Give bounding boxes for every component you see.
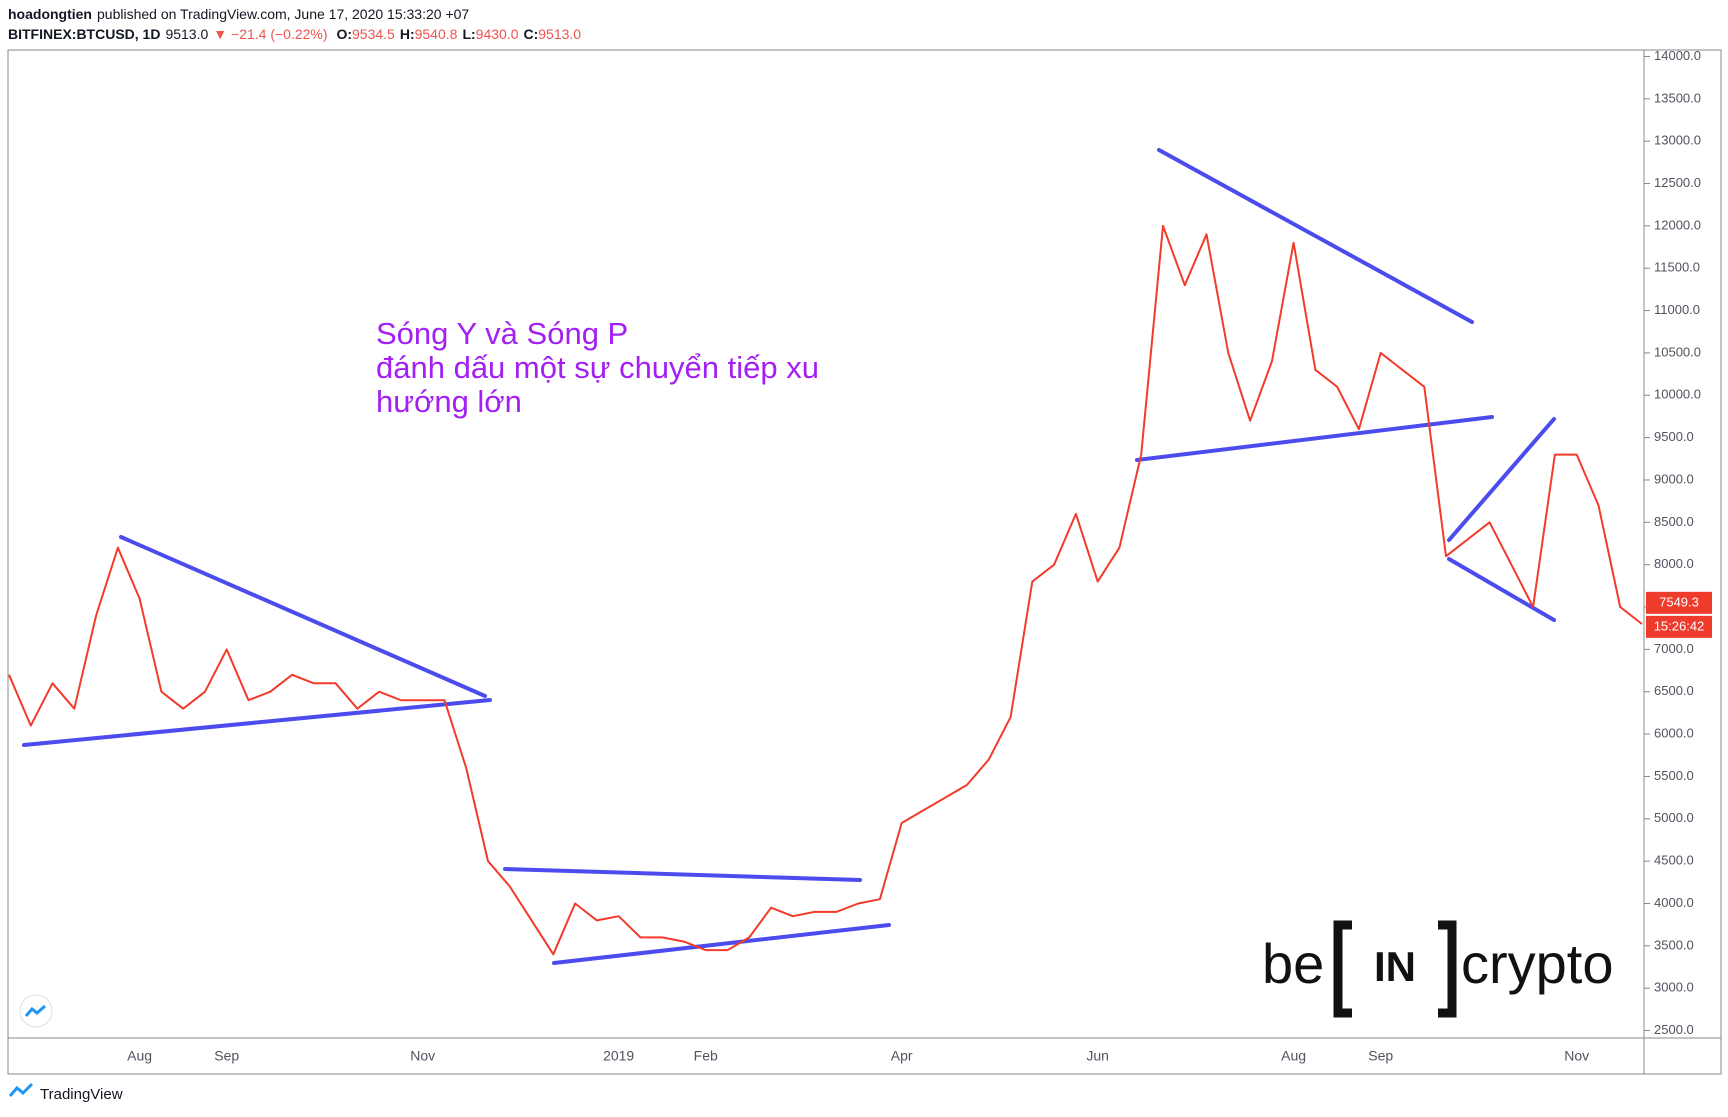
symbol-line: BITFINEX:BTCUSD, 1D 9513.0 ▼ −21.4 (−0.22%… (8, 26, 586, 42)
trendline (1447, 557, 1556, 622)
price: 9513.0 (165, 26, 209, 42)
y-tick-label: 6500.0 (1654, 683, 1694, 698)
y-tick-label: 4500.0 (1654, 853, 1694, 868)
y-tick-label: 2500.0 (1654, 1022, 1694, 1037)
y-tick-label: 9000.0 (1654, 471, 1694, 486)
last-price: 7549.3 (1659, 594, 1699, 609)
y-tick-label: 7000.0 (1654, 641, 1694, 656)
y-tick-label: 3500.0 (1654, 937, 1694, 952)
y-tick-label: 10000.0 (1654, 387, 1701, 402)
logo-text: crypto (1461, 932, 1614, 995)
y-tick-label: 3000.0 (1654, 980, 1694, 995)
logo: be IN crypto (1262, 920, 1614, 1018)
frame (7, 49, 1722, 1075)
x-tick-label: Nov (410, 1048, 435, 1064)
symbol: BITFINEX:BTCUSD, 1D (8, 26, 161, 42)
x-tick-label: Aug (127, 1048, 152, 1064)
x-tick-label: Nov (1564, 1048, 1589, 1064)
ohlc-key: H: (399, 26, 415, 42)
logo-mark: IN (1374, 943, 1416, 990)
x-tick-label: Apr (891, 1048, 913, 1064)
y-tick-label: 11500.0 (1654, 260, 1700, 275)
x-tick-label: Jun (1086, 1048, 1109, 1064)
trendline (503, 867, 862, 882)
published: published on TradingView.com, June 17, 2… (97, 6, 470, 22)
ohlc-key: C: (523, 26, 539, 42)
trendline (119, 535, 487, 698)
publish-line: hoadongtien published on TradingView.com,… (8, 6, 474, 22)
y-tick-label: 13500.0 (1654, 90, 1701, 105)
y-tick-label: 10500.0 (1654, 344, 1701, 359)
annotation: đánh dấu một sự chuyển tiếp xu (376, 350, 819, 385)
y-tick-label: 12000.0 (1654, 217, 1701, 232)
trendline (1135, 415, 1494, 462)
ohlc-value: 9540.8 (414, 26, 458, 42)
y-tick-label: 8000.0 (1654, 556, 1694, 571)
x-tick-label: 2019 (603, 1048, 634, 1064)
trendlines (22, 148, 1556, 965)
last-price-box (1646, 591, 1712, 614)
ohlc-value: 9430.0 (475, 26, 519, 42)
trendline (1157, 148, 1474, 324)
x-tick-label: Sep (214, 1048, 239, 1064)
logo-brackets (1333, 920, 1457, 1018)
annotation: Sóng Y và Sóng P (376, 316, 628, 351)
logo-text: be (1262, 932, 1324, 995)
y-tick-label: 5500.0 (1654, 768, 1694, 783)
y-tick-label: 9500.0 (1654, 429, 1694, 444)
trendline (552, 923, 891, 965)
y-tick-label: 6000.0 (1654, 726, 1694, 741)
x-tick-label: Sep (1368, 1048, 1393, 1064)
change: ▼ −21.4 (−0.22%) (213, 26, 328, 42)
footer: TradingView (40, 1086, 123, 1103)
trendline (1447, 417, 1556, 542)
countdown: 15:26:42 (1654, 618, 1705, 633)
countdown-box (1646, 615, 1712, 638)
tv-badge-icon (24, 1004, 46, 1017)
annotation: hướng lớn (376, 384, 522, 419)
trendline (22, 698, 492, 747)
ohlc-key: O: (336, 26, 352, 42)
author: hoadongtien (8, 6, 92, 22)
ohlc-key: L: (462, 26, 476, 42)
y-tick-label: 14000.0 (1654, 48, 1701, 63)
y-tick-label: 12500.0 (1654, 175, 1701, 190)
y-tick-label: 8500.0 (1654, 514, 1694, 529)
footer-icon (8, 1082, 34, 1097)
ohlc-value: 9534.5 (352, 26, 395, 42)
y-tick-label: 11000.0 (1654, 302, 1700, 317)
x-tick-label: Feb (694, 1048, 718, 1064)
ohlc-value: 9513.0 (538, 26, 582, 42)
y-tick-label: 5000.0 (1654, 810, 1694, 825)
y-tick-label: 13000.0 (1654, 133, 1701, 148)
y-tick-label: 4000.0 (1654, 895, 1694, 910)
price-line (8, 224, 1643, 956)
x-tick-label: Aug (1281, 1048, 1306, 1064)
